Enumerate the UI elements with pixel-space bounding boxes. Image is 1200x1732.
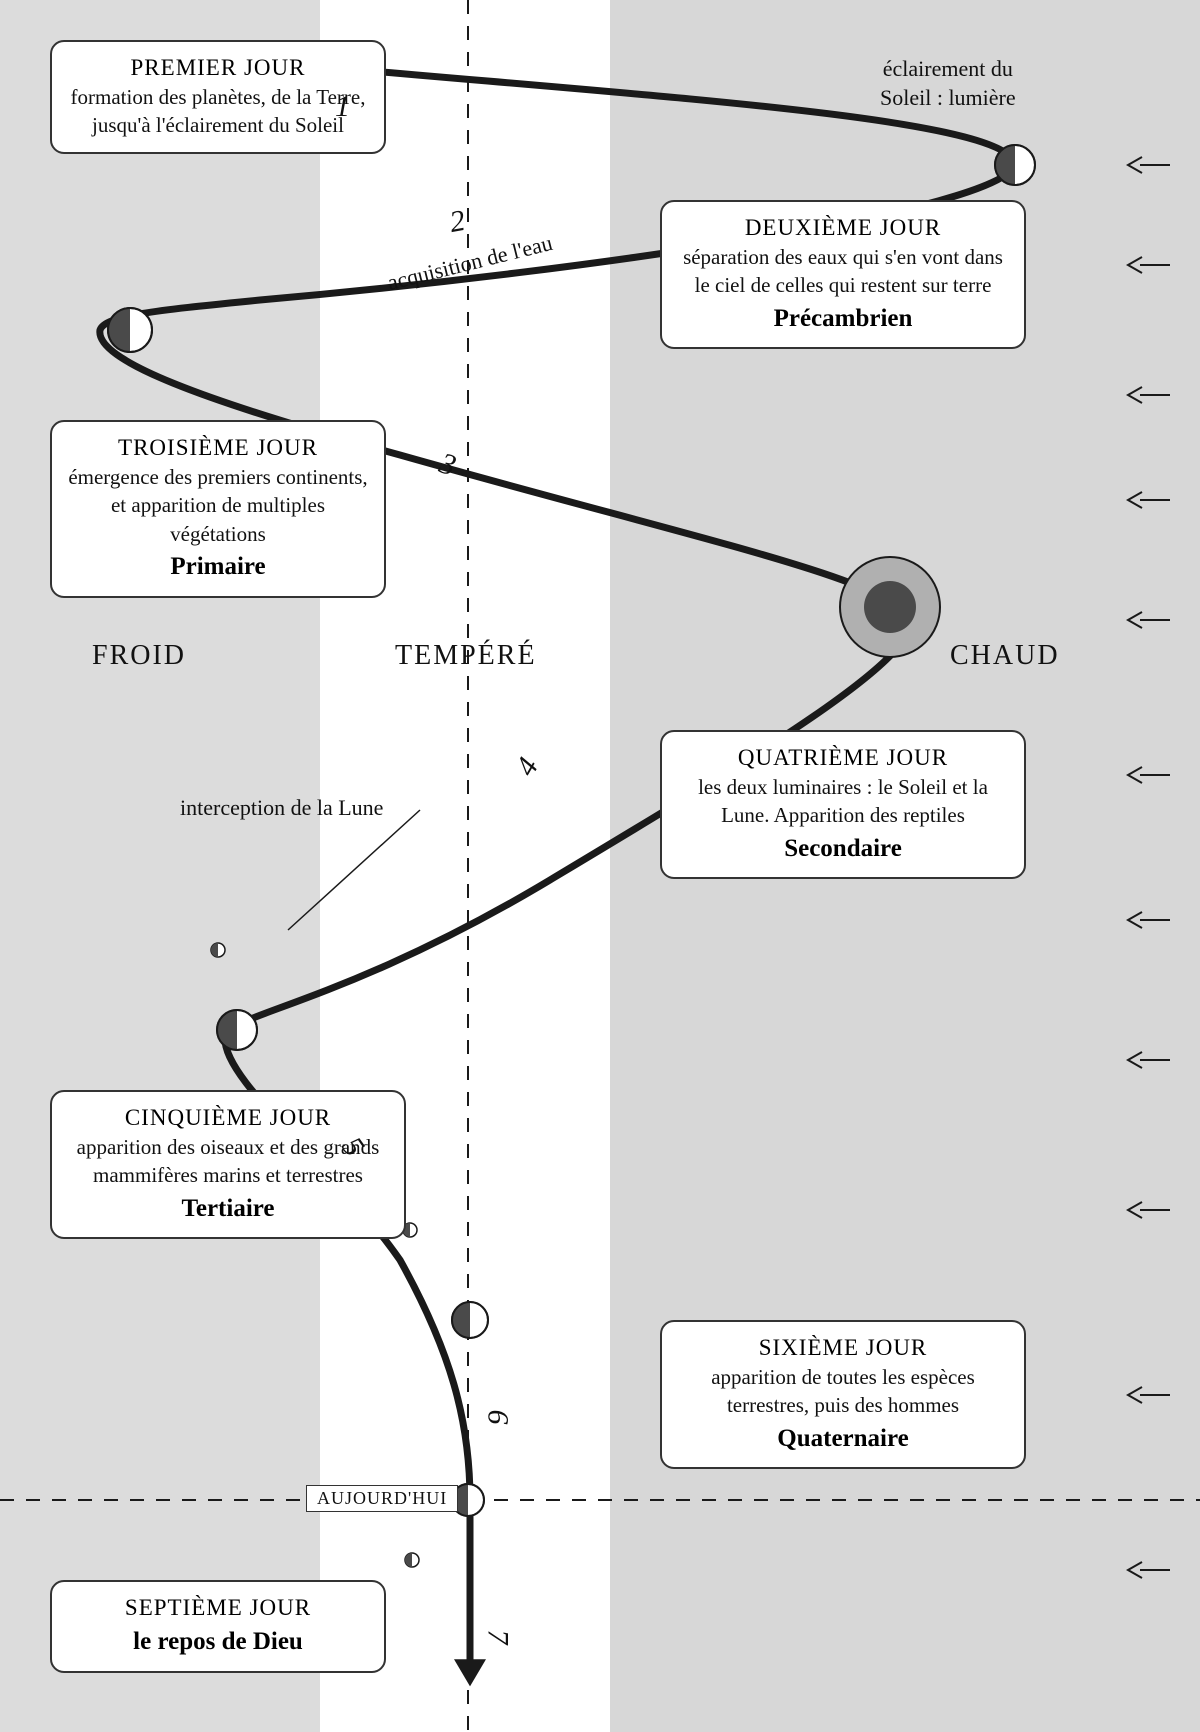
card-body: apparition de toutes les espèces terrest… (678, 1363, 1008, 1420)
path-number-1: 1 (335, 90, 350, 124)
card-day-4: QUATRIÈME JOUR les deux luminaires : le … (660, 730, 1026, 879)
path-number-7: 7 (481, 1630, 515, 1645)
card-title: PREMIER JOUR (68, 52, 368, 83)
card-day-6: SIXIÈME JOUR apparition de toutes les es… (660, 1320, 1026, 1469)
zone-label-froid: FROID (92, 640, 186, 672)
card-day-2: DEUXIÈME JOUR séparation des eaux qui s'… (660, 200, 1026, 349)
card-era: Primaire (68, 550, 368, 584)
card-era: le repos de Dieu (68, 1625, 368, 1659)
annotation-interception-lune: interception de la Lune (180, 795, 383, 821)
card-body: les deux luminaires : le Soleil et la Lu… (678, 773, 1008, 830)
card-era: Précambrien (678, 302, 1008, 336)
today-label: AUJOURD'HUI (306, 1485, 458, 1512)
card-day-7: SEPTIÈME JOUR le repos de Dieu (50, 1580, 386, 1673)
card-day-3: TROISIÈME JOUR émergence des premiers co… (50, 420, 386, 598)
card-era: Quaternaire (678, 1422, 1008, 1456)
card-title: DEUXIÈME JOUR (678, 212, 1008, 243)
card-body: formation des planètes, de la Terre, jus… (68, 83, 368, 140)
card-era: Secondaire (678, 832, 1008, 866)
card-title: QUATRIÈME JOUR (678, 742, 1008, 773)
card-title: TROISIÈME JOUR (68, 432, 368, 463)
card-body: apparition des oiseaux et des grands mam… (68, 1133, 388, 1190)
path-number-6: 6 (481, 1410, 515, 1425)
note-eclairement: éclairement duSoleil : lumière (880, 55, 1016, 112)
card-title: SIXIÈME JOUR (678, 1332, 1008, 1363)
card-title: CINQUIÈME JOUR (68, 1102, 388, 1133)
card-body: séparation des eaux qui s'en vont dans l… (678, 243, 1008, 300)
card-era: Tertiaire (68, 1192, 388, 1226)
card-title: SEPTIÈME JOUR (68, 1592, 368, 1623)
card-body: émergence des premiers continents, et ap… (68, 463, 368, 548)
card-day-5: CINQUIÈME JOUR apparition des oiseaux et… (50, 1090, 406, 1239)
zone-label-tempere: TEMPÉRÉ (395, 640, 537, 672)
zone-label-chaud: CHAUD (950, 640, 1060, 672)
